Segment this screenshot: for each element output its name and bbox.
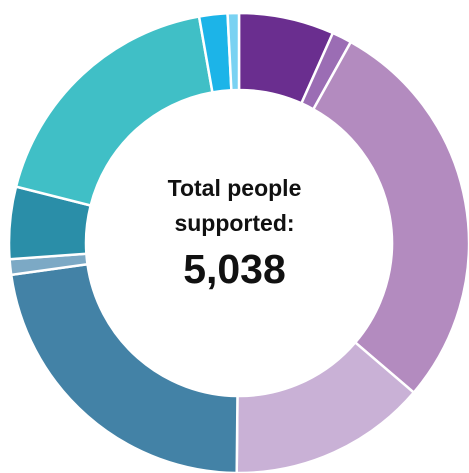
donut-slice-10 [226,11,241,92]
donut-slice-5 [9,262,239,473]
donut-slice-8 [14,15,214,208]
donut-slice-3 [311,40,469,395]
